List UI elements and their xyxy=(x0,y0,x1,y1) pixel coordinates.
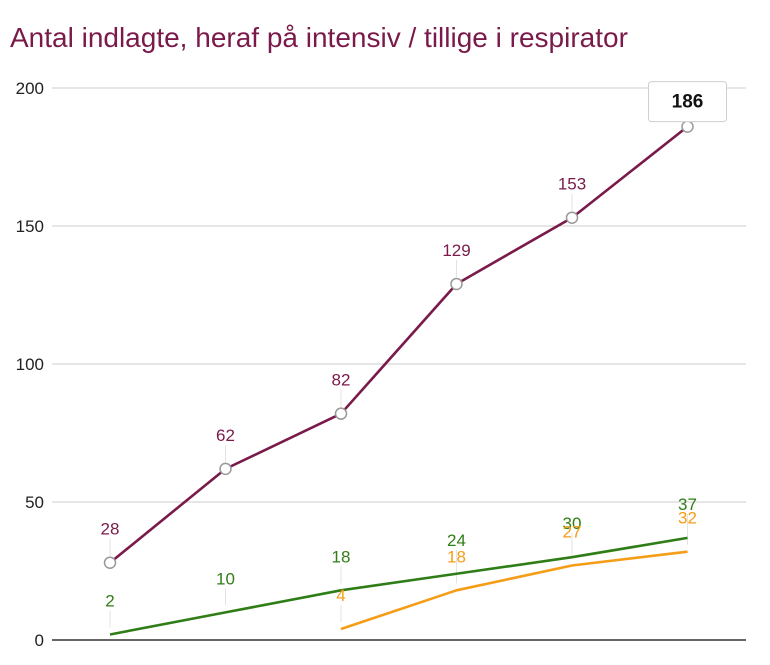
data-point xyxy=(681,120,694,133)
series-lines xyxy=(109,125,689,636)
y-tick-label: 150 xyxy=(16,217,44,236)
series-line xyxy=(109,125,689,564)
tooltip-value: 186 xyxy=(672,92,704,113)
data-label: 28 xyxy=(101,520,120,539)
tooltip-box xyxy=(648,81,727,123)
data-label: 18 xyxy=(332,547,351,566)
chart-title: Antal indlagte, heraf på intensiv / till… xyxy=(10,22,628,53)
data-point xyxy=(103,556,117,569)
y-tick-label: 0 xyxy=(35,631,44,650)
data-label: 4 xyxy=(336,586,345,605)
data-label: 27 xyxy=(563,522,582,541)
data-label: 24 xyxy=(447,531,466,550)
data-label: 18 xyxy=(447,547,466,566)
point-markers xyxy=(103,120,694,569)
data-point xyxy=(450,277,463,291)
tooltip: 186 xyxy=(648,81,727,123)
data-point xyxy=(565,211,579,224)
data-label: 37 xyxy=(678,495,697,514)
series-line xyxy=(340,550,688,631)
y-tick-label: 100 xyxy=(16,355,44,374)
data-point xyxy=(334,407,348,420)
data-label: 30 xyxy=(563,514,582,533)
data-label: 10 xyxy=(216,569,235,588)
data-label: 82 xyxy=(332,371,351,390)
data-label: 32 xyxy=(678,509,697,528)
data-label: 129 xyxy=(442,241,470,260)
gridlines xyxy=(52,87,746,641)
series-line xyxy=(109,536,688,636)
label-leaders xyxy=(109,193,688,628)
y-tick-label: 200 xyxy=(16,79,44,98)
y-tick-label: 50 xyxy=(25,493,44,512)
data-point xyxy=(219,462,232,476)
data-label: 62 xyxy=(216,426,235,445)
data-label: 2 xyxy=(105,591,114,610)
data-label: 153 xyxy=(558,175,586,194)
y-axis-ticks: 0 50 100 150 200 xyxy=(16,79,44,650)
